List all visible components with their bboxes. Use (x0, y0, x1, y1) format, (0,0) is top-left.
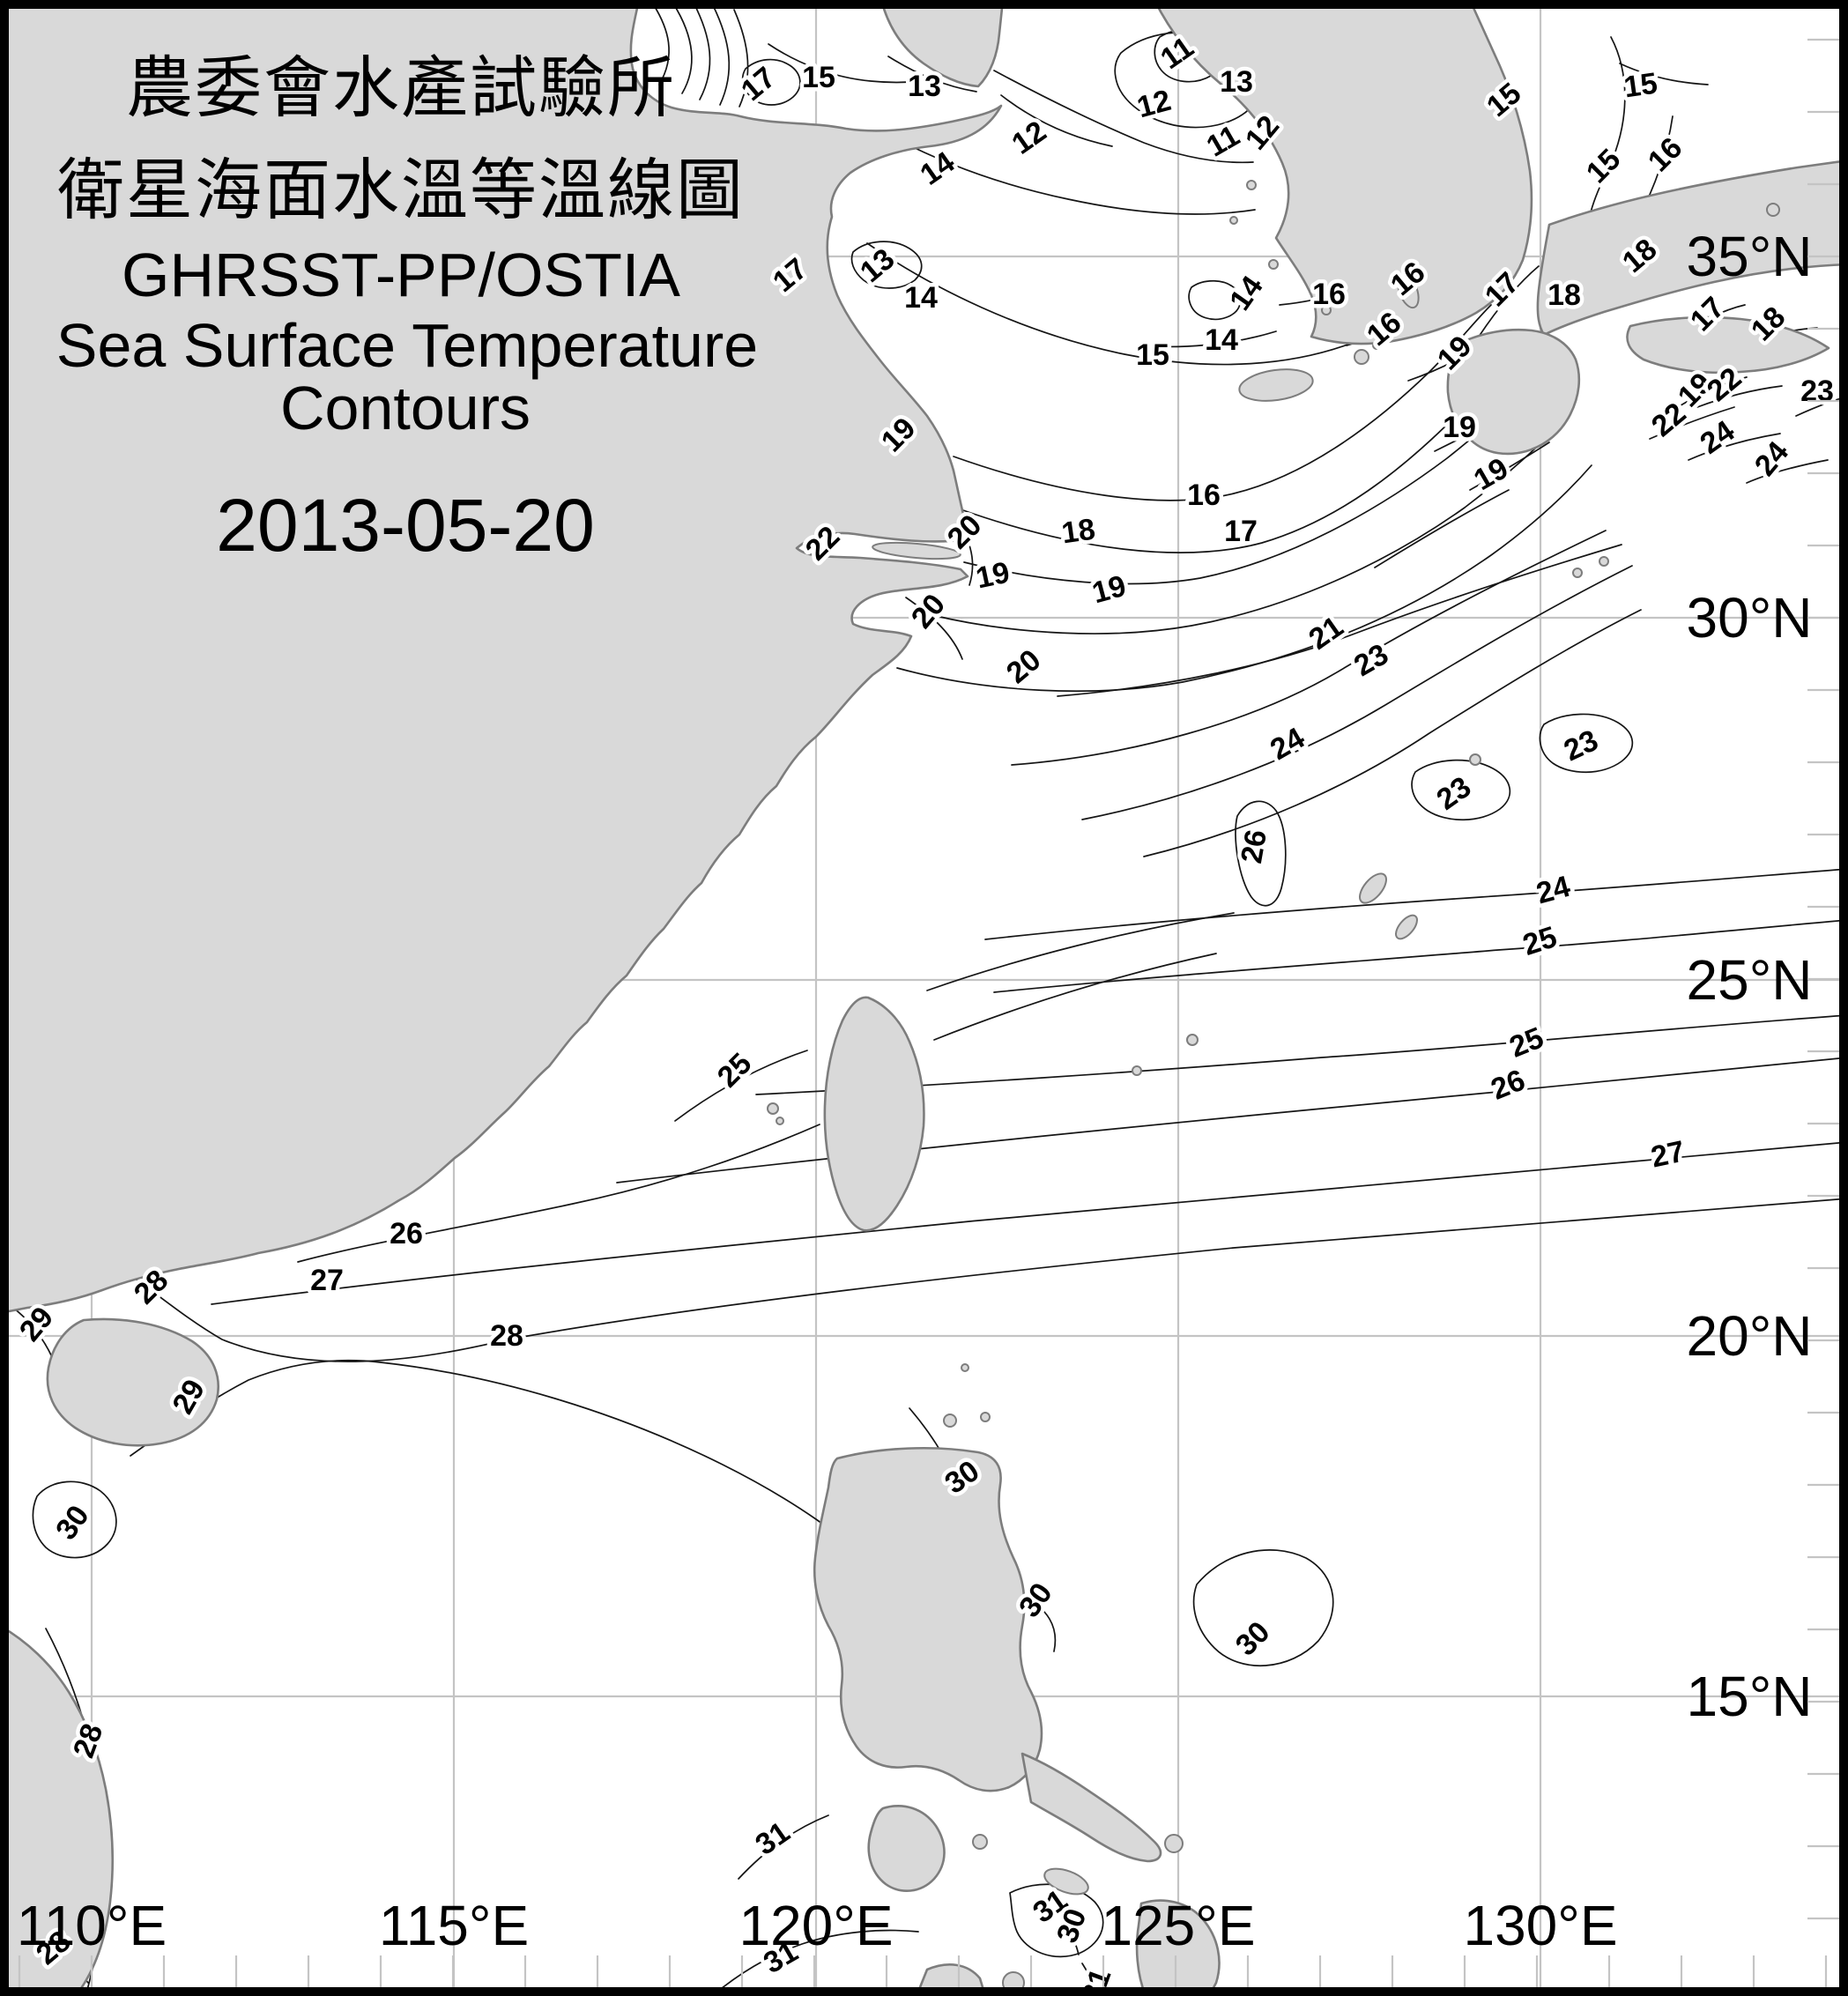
contour-label-23: 23 (1800, 375, 1834, 408)
tsushima-island (1397, 272, 1420, 309)
axis-label-110°E: 110°E (17, 1894, 167, 1957)
title-line-contours: Contours (280, 374, 531, 442)
contour-label-28: 28 (490, 1319, 523, 1353)
contour-label-14: 14 (1205, 323, 1238, 357)
kyushu-island (1446, 328, 1581, 456)
axis-label-115°E: 115°E (379, 1894, 529, 1957)
korea-west-islet-a (1246, 180, 1257, 190)
contour-label-13: 13 (1220, 65, 1253, 99)
contour-label-19: 19 (973, 556, 1013, 596)
contour-label-27: 27 (1648, 1135, 1688, 1175)
jeju-island (1238, 368, 1314, 402)
babuyan-islet (980, 1412, 991, 1422)
axis-label-130°E: 130°E (1463, 1894, 1617, 1957)
korea-south-islet-a (1321, 305, 1332, 315)
oki-island (1766, 203, 1780, 217)
korea-west-islet-b (1229, 216, 1238, 225)
contour-label-19: 19 (1443, 411, 1476, 444)
contour-label-16: 16 (1187, 479, 1221, 512)
tokunoshima (1395, 914, 1418, 940)
liaodong-peninsula (879, 0, 1005, 88)
axis-labels: 110°E 115°E 120°E 125°E 130°E 35°N 30°N 25°N 20°… (17, 225, 1813, 1957)
contour-label-17: 17 (1224, 515, 1258, 548)
mindoro-island (867, 1805, 946, 1893)
korea-peninsula (1153, 0, 1533, 345)
axis-label-35°N: 35°N (1687, 225, 1813, 288)
contour-label-26: 26 (390, 1217, 423, 1250)
title-line-product: 衛星海面水溫等溫線圖 (57, 153, 745, 228)
contour-label-18: 18 (1059, 513, 1097, 551)
degree-ticks (18, 38, 1839, 1987)
china-mainland (0, 0, 1003, 1315)
tokara-islet-b (1599, 556, 1609, 567)
goto-islands (1354, 349, 1369, 365)
contour-label-15: 15 (1622, 67, 1659, 105)
contour-label-18: 18 (1547, 278, 1581, 312)
tokara-islet-a (1572, 568, 1583, 578)
taiwan-island (823, 996, 925, 1232)
luzon-island (813, 1446, 1043, 1792)
korea-west-islet-c (1268, 259, 1279, 270)
contour-label-26: 26 (1235, 827, 1273, 866)
title-line-dataset: GHRSST-PP/OSTIA (122, 241, 680, 309)
contour-label-15: 15 (1136, 338, 1169, 372)
map-title-block: 農委會水產試驗所 衛星海面水溫等溫線圖 GHRSST-PP/OSTIA Sea … (56, 51, 758, 567)
axis-label-20°N: 20°N (1687, 1304, 1813, 1368)
penghu-islet (776, 1117, 784, 1125)
contour-label-14: 14 (904, 281, 938, 315)
catanduanes-island (1164, 1834, 1184, 1853)
ishigaki-island (1132, 1065, 1142, 1076)
map-date: 2013-05-20 (216, 484, 595, 567)
batan-island (961, 1363, 969, 1372)
masbate-island (1043, 1867, 1089, 1896)
axis-label-30°N: 30°N (1687, 586, 1813, 649)
samar-island (1135, 1899, 1221, 1996)
contour-label-15: 15 (802, 61, 835, 94)
contour-label-16: 16 (1312, 278, 1346, 311)
axis-label-25°N: 25°N (1687, 948, 1813, 1012)
axis-label-15°N: 15°N (1687, 1665, 1813, 1728)
contour-label-13: 13 (908, 70, 941, 103)
axis-label-120°E: 120°E (738, 1894, 893, 1957)
amami-oshima (1359, 872, 1387, 904)
hainan-island (46, 1317, 219, 1447)
title-line-agency: 農委會水產試驗所 (126, 51, 676, 126)
korea-south-islet-b (1372, 341, 1381, 350)
miyako-island (1186, 1034, 1199, 1046)
vietnam-coast (0, 1624, 115, 1996)
chongming-island (872, 541, 961, 560)
axis-label-125°E: 125°E (1101, 1894, 1255, 1957)
shikoku-island (1626, 315, 1830, 375)
bicol-peninsula (1020, 1752, 1162, 1863)
marinduque-island (972, 1834, 988, 1850)
babuyan-island (943, 1414, 957, 1428)
penghu-islands (767, 1102, 779, 1115)
title-line-sst: Sea Surface Temperature (56, 311, 758, 380)
yakushima (1469, 753, 1481, 766)
contour-label-27: 27 (310, 1264, 344, 1297)
